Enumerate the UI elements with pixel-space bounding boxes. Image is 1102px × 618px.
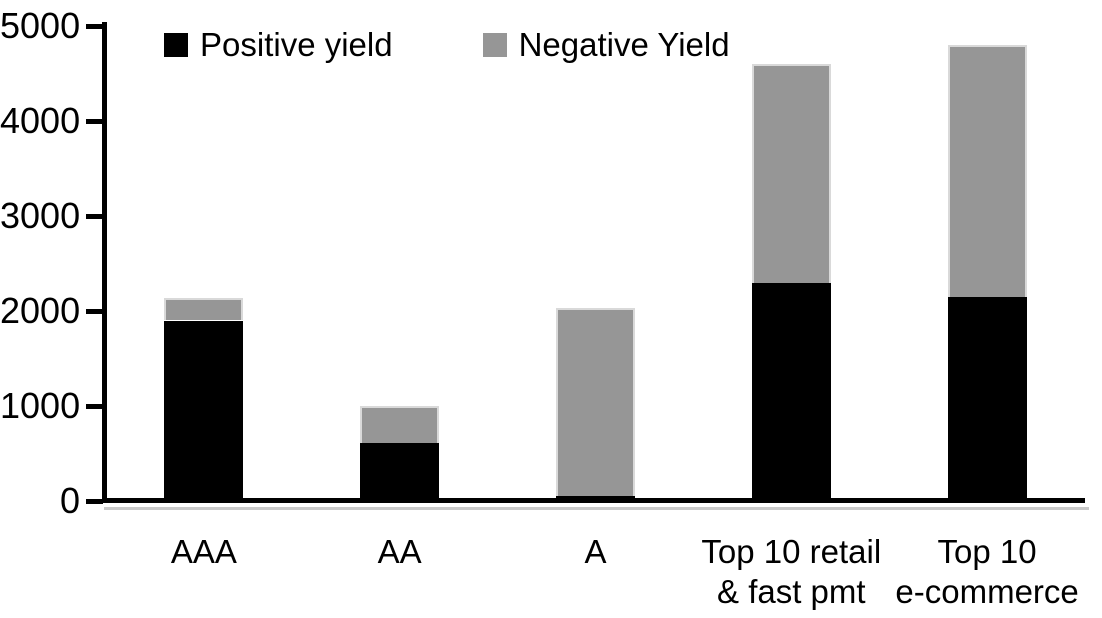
bar-a-negative-yield	[556, 308, 635, 497]
y-axis-tick-mark	[86, 213, 103, 219]
legend-item-positive-yield: Positive yield	[164, 28, 393, 62]
y-axis-tick-mark	[86, 308, 103, 314]
legend-item-negative-yield: Negative Yield	[482, 26, 730, 63]
bar-aa-negative-yield	[360, 406, 440, 444]
y-axis-tick-mark	[86, 498, 103, 504]
legend-swatch-negative-yield	[482, 33, 507, 57]
y-axis-tick-label: 4000	[0, 100, 81, 141]
y-axis-tick-label: 2000	[0, 290, 81, 331]
bar-aaa-positive-yield	[164, 320, 244, 501]
bar-aa-positive-yield	[360, 443, 440, 501]
x-axis-category-label: A	[584, 533, 607, 570]
legend-label-positive-yield: Positive yield	[200, 26, 393, 63]
y-axis-tick-mark	[86, 23, 103, 29]
x-axis-category-label: Top 10 retail & fast pmt	[701, 533, 882, 610]
y-axis-line	[102, 22, 107, 503]
y-axis-tick-mark	[86, 118, 103, 124]
bar-aaa-negative-yield	[164, 297, 244, 321]
legend-label-negative-yield: Negative Yield	[518, 26, 730, 63]
bar-top-10-retail-positive-yield	[751, 282, 831, 501]
y-axis-tick-label: 0	[59, 480, 80, 521]
bar-top-10-negative-yield	[947, 45, 1027, 297]
x-axis-category-label: AA	[377, 533, 422, 570]
x-axis-line	[102, 498, 1085, 503]
y-axis-tick-label: 1000	[0, 385, 81, 426]
y-axis-tick-label: 3000	[0, 195, 81, 236]
legend-swatch-positive-yield	[164, 33, 188, 57]
x-axis-category-label: Top 10 e-commerce	[895, 533, 1079, 610]
x-axis-category-label: AAA	[170, 533, 237, 570]
y-axis-tick-label: 5000	[0, 5, 81, 46]
y-axis-tick-mark	[86, 403, 103, 409]
legend: Positive yield Negative Yield	[164, 28, 730, 62]
bar-top-10-positive-yield	[947, 296, 1027, 501]
bar-top-10-retail-negative-yield	[751, 64, 831, 283]
x-axis-shadow-line	[104, 507, 1089, 510]
